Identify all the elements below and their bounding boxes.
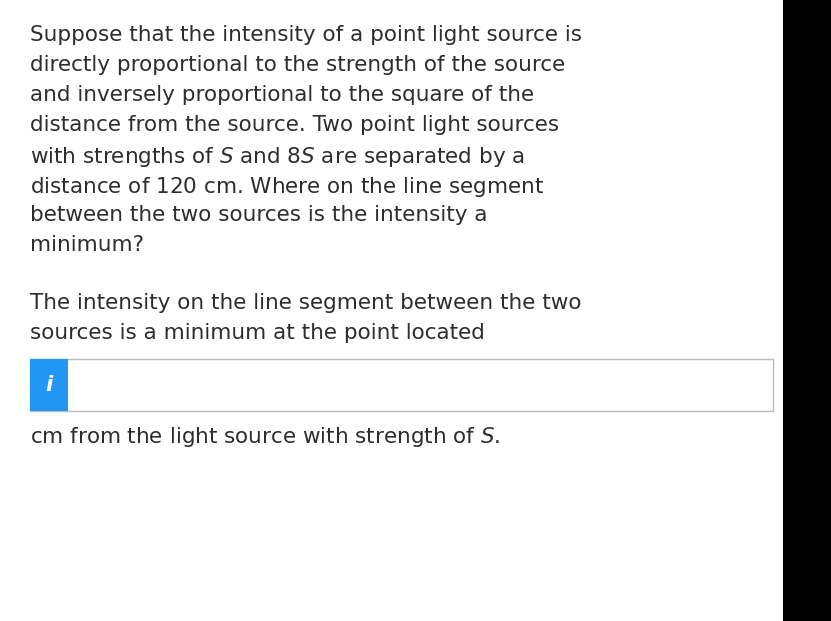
Bar: [783, 0, 831, 621]
Text: minimum?: minimum?: [30, 235, 144, 255]
Text: Suppose that the intensity of a point light source is: Suppose that the intensity of a point li…: [30, 25, 582, 45]
Text: The intensity on the line segment between the two: The intensity on the line segment betwee…: [30, 293, 582, 313]
Text: directly proportional to the strength of the source: directly proportional to the strength of…: [30, 55, 565, 75]
Text: and inversely proportional to the square of the: and inversely proportional to the square…: [30, 85, 534, 105]
Text: with strengths of $S$ and $8S$ are separated by a: with strengths of $S$ and $8S$ are separ…: [30, 145, 525, 169]
Bar: [30, 359, 68, 411]
Bar: [30, 359, 773, 411]
Text: i: i: [46, 375, 52, 395]
Text: between the two sources is the intensity a: between the two sources is the intensity…: [30, 205, 488, 225]
Text: distance of $120$ cm. Where on the line segment: distance of $120$ cm. Where on the line …: [30, 175, 544, 199]
Text: cm from the light source with strength of $S$.: cm from the light source with strength o…: [30, 425, 500, 449]
Text: sources is a minimum at the point located: sources is a minimum at the point locate…: [30, 323, 484, 343]
Text: distance from the source. Two point light sources: distance from the source. Two point ligh…: [30, 115, 559, 135]
